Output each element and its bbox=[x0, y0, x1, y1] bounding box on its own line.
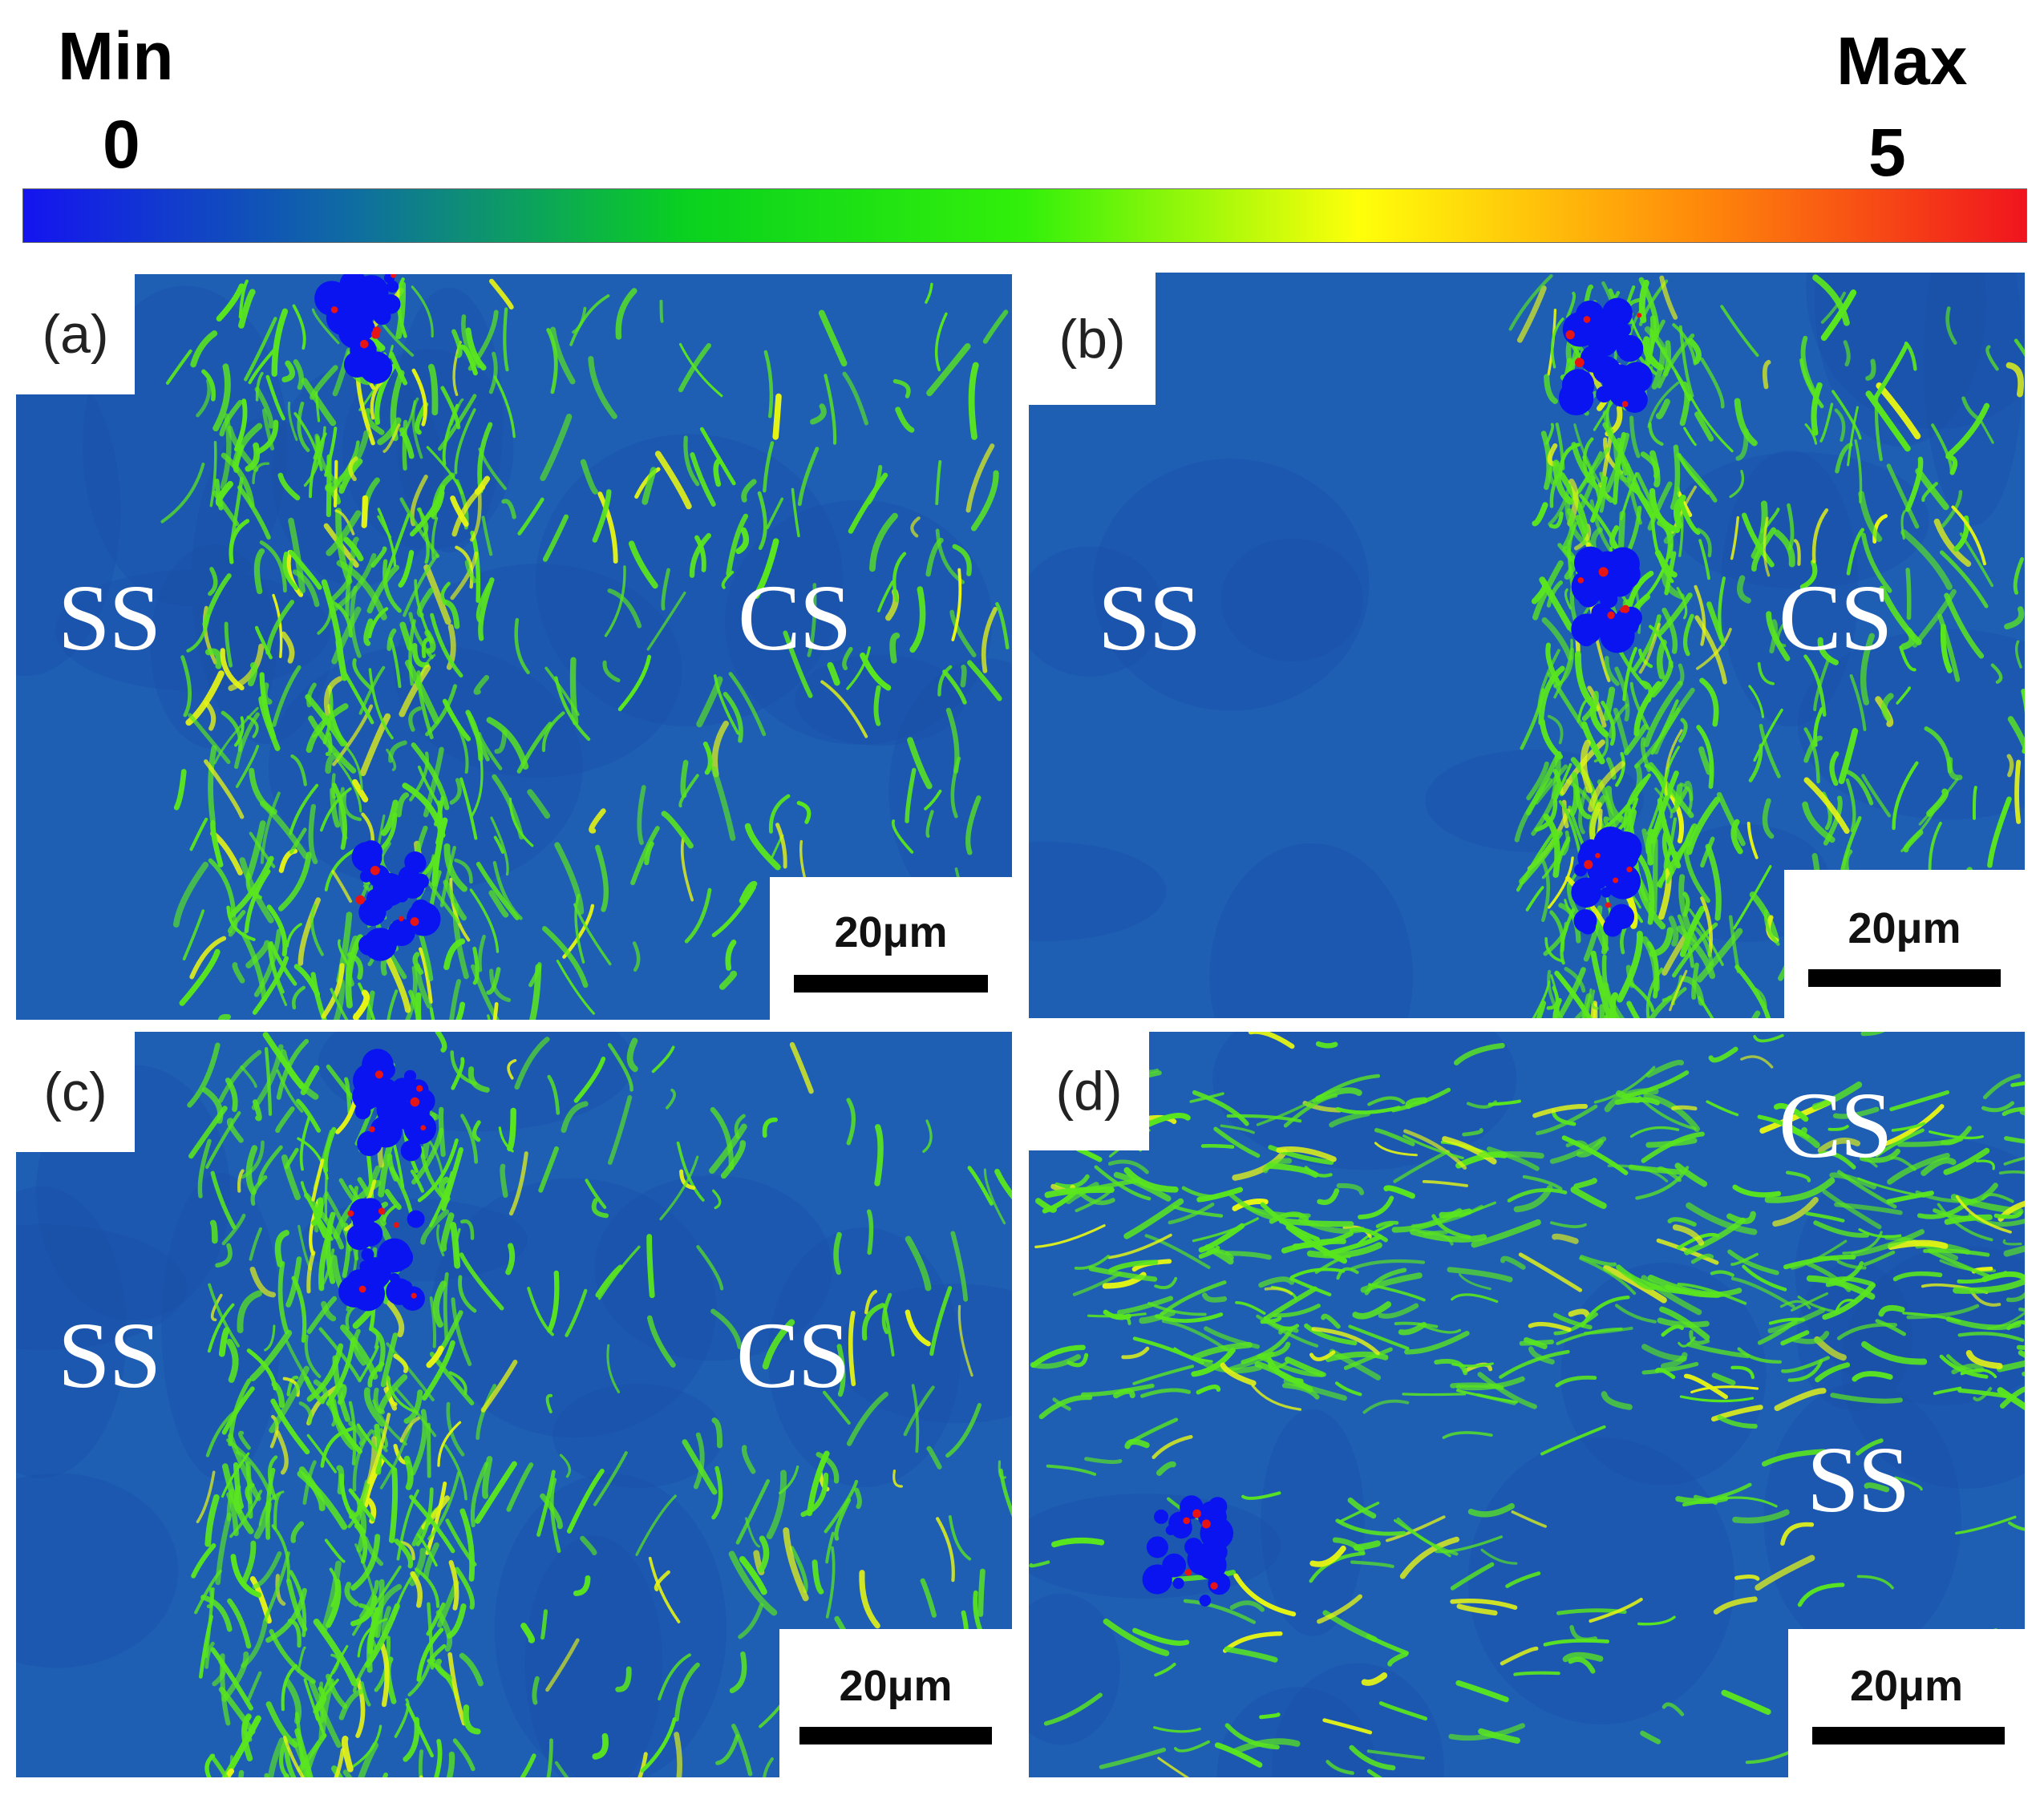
legend-max-label: Max bbox=[1836, 23, 1968, 99]
legend-max-value: 5 bbox=[1868, 115, 1906, 190]
panel-b-scale-bar-box: 20μm bbox=[1784, 870, 2025, 1018]
panel-d-scale-bar bbox=[1812, 1727, 2005, 1744]
panel-a-scale-bar-box: 20μm bbox=[770, 877, 1012, 1020]
panel-b-label: (b) bbox=[1029, 273, 1156, 405]
panel-d-scale-bar-box: 20μm bbox=[1788, 1629, 2025, 1777]
panel-a-region-cs: CS bbox=[738, 565, 852, 670]
panel-c-label: (c) bbox=[16, 1032, 135, 1152]
panel-c-scale-bar-box: 20μm bbox=[779, 1629, 1012, 1777]
panel-d-region-ss: SS bbox=[1807, 1427, 1910, 1532]
panel-b-scale-bar-label: 20μm bbox=[1848, 904, 1961, 952]
panel-c-scale-bar-label: 20μm bbox=[839, 1662, 953, 1710]
panel-d-scale-bar-label: 20μm bbox=[1849, 1662, 1964, 1710]
panel-b-scale-bar bbox=[1808, 969, 2001, 987]
panel-a-label: (a) bbox=[16, 274, 135, 394]
legend-min-value: 0 bbox=[103, 107, 140, 182]
panel-b-region-ss: SS bbox=[1098, 565, 1201, 670]
panel-a-scale-bar-label: 20μm bbox=[834, 908, 948, 956]
legend-min-label: Min bbox=[58, 18, 174, 94]
panel-d-label: (d) bbox=[1029, 1032, 1149, 1150]
panel-a-region-ss: SS bbox=[58, 565, 161, 670]
colorbar bbox=[22, 188, 2027, 243]
panel-d: (d) CS SS 20μm bbox=[1029, 1032, 2025, 1777]
panel-a: (a) SS CS 20μm bbox=[16, 274, 1012, 1020]
panel-c-scale-bar bbox=[799, 1727, 992, 1744]
panel-c-region-cs: CS bbox=[736, 1303, 850, 1408]
panel-c: (c) SS CS 20μm bbox=[16, 1032, 1012, 1777]
panel-b-region-cs: CS bbox=[1779, 565, 1892, 670]
panel-d-region-cs: CS bbox=[1779, 1073, 1892, 1178]
panel-b: (b) SS CS 20μm bbox=[1029, 273, 2025, 1018]
panel-c-region-ss: SS bbox=[58, 1303, 161, 1408]
panel-a-scale-bar bbox=[794, 975, 988, 993]
